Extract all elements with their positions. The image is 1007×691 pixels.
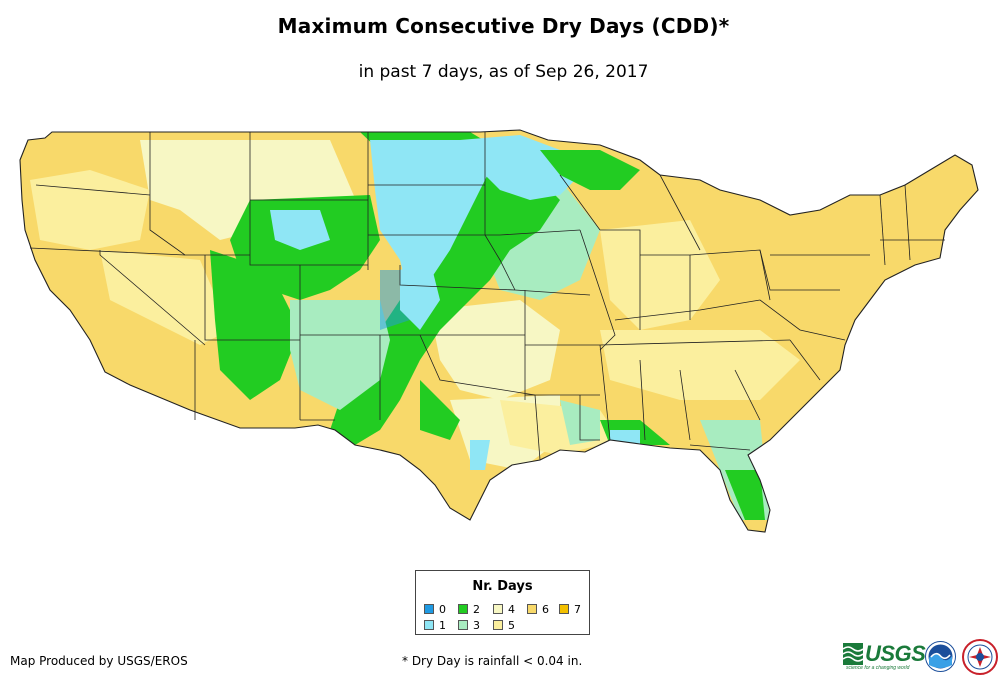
- legend-label: 2: [473, 602, 480, 616]
- legend-swatch: [559, 604, 569, 614]
- noaa-logo-icon: [925, 641, 956, 672]
- us-cdd-map: [0, 120, 1007, 550]
- legend-swatch: [424, 620, 434, 630]
- legend-box: Nr. Days 0 1 2 3 4 5 6 7: [415, 570, 590, 635]
- legend-swatch: [424, 604, 434, 614]
- legend-item-6: 6: [527, 602, 549, 616]
- usgs-wordmark: USGS: [865, 641, 926, 666]
- nws-logo-icon: [962, 639, 998, 675]
- legend-swatch: [527, 604, 537, 614]
- legend-label: 1: [439, 618, 446, 632]
- legend-title: Nr. Days: [472, 579, 533, 594]
- legend-label: 0: [439, 602, 446, 616]
- legend-item-1: 1: [424, 618, 446, 632]
- usgs-logo-icon: USGS science for a changing world: [843, 641, 926, 673]
- legend-item-2: 2: [458, 602, 480, 616]
- legend-swatch: [458, 620, 468, 630]
- legend-swatch: [493, 620, 503, 630]
- legend-item-7: 7: [559, 602, 581, 616]
- usgs-tagline: science for a changing world: [846, 665, 910, 671]
- legend-swatch: [493, 604, 503, 614]
- legend-item-0: 0: [424, 602, 446, 616]
- map-credit: Map Produced by USGS/EROS: [10, 654, 188, 668]
- dry-day-footnote: * Dry Day is rainfall < 0.04 in.: [402, 654, 583, 668]
- legend-item-3: 3: [458, 618, 480, 632]
- legend-label: 6: [542, 602, 549, 616]
- state-borders: [19, 129, 979, 533]
- map-subtitle: in past 7 days, as of Sep 26, 2017: [358, 62, 649, 82]
- usgs-wave-icon: [843, 643, 864, 665]
- legend-label: 3: [473, 618, 480, 632]
- legend-label: 4: [508, 602, 515, 616]
- legend-item-4: 4: [493, 602, 515, 616]
- legend-label: 7: [574, 602, 581, 616]
- legend-swatch: [458, 604, 468, 614]
- legend-item-5: 5: [493, 618, 515, 632]
- map-title: Maximum Consecutive Dry Days (CDD)*: [277, 14, 730, 38]
- legend-label: 5: [508, 618, 515, 632]
